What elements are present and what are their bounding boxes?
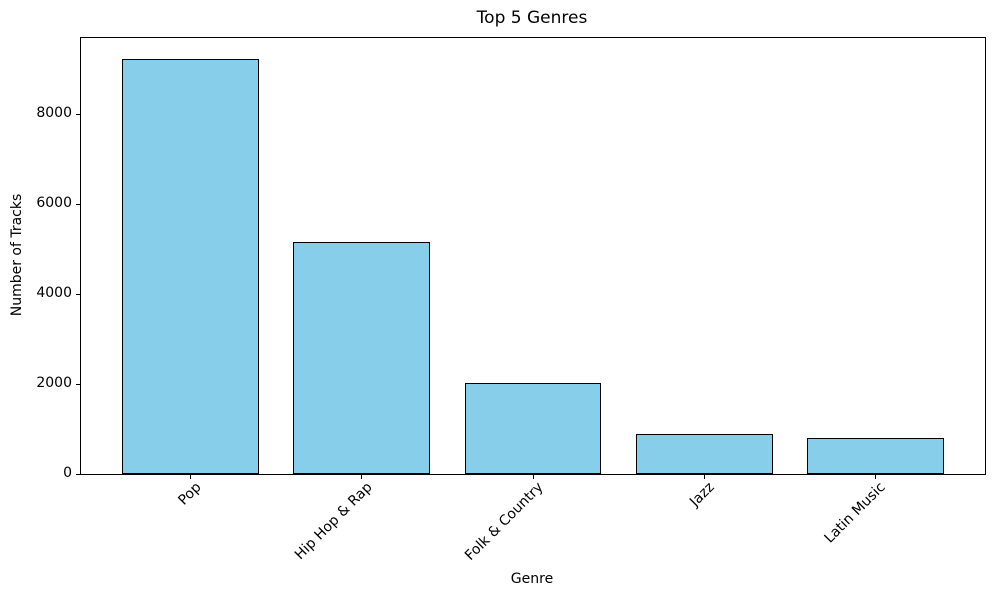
bar-hip-hop-rap xyxy=(293,242,431,474)
x-tick-mark xyxy=(361,474,363,479)
x-tick-mark xyxy=(703,474,705,479)
y-tick-mark xyxy=(76,383,81,385)
x-tick-mark xyxy=(874,474,876,479)
plot-area xyxy=(76,37,986,479)
x-tick-label: Jazz xyxy=(687,479,718,510)
x-tick-label: Folk & Country xyxy=(462,479,547,564)
y-tick-mark xyxy=(76,473,81,475)
x-tick-mark xyxy=(532,474,534,479)
bar-pop xyxy=(122,58,260,474)
y-tick-label: 4000 xyxy=(36,285,72,302)
x-tick-label: Hip Hop & Rap xyxy=(291,479,376,564)
bar-latin-music xyxy=(806,438,944,474)
chart-title: Top 5 Genres xyxy=(476,8,588,28)
y-tick-label: 8000 xyxy=(36,105,72,122)
y-tick-mark xyxy=(76,293,81,295)
x-tick-label: Pop xyxy=(174,479,205,509)
y-tick-label: 2000 xyxy=(36,375,72,392)
bar-jazz xyxy=(635,434,773,474)
y-tick-label: 0 xyxy=(63,465,72,481)
x-axis-label: Genre xyxy=(510,571,554,587)
y-tick-label: 6000 xyxy=(36,195,72,212)
bar-folk-country xyxy=(464,383,602,474)
x-tick-mark xyxy=(190,474,192,479)
x-tick-label: Latin Music xyxy=(821,479,890,547)
y-tick-mark xyxy=(76,203,81,205)
y-tick-mark xyxy=(76,113,81,115)
